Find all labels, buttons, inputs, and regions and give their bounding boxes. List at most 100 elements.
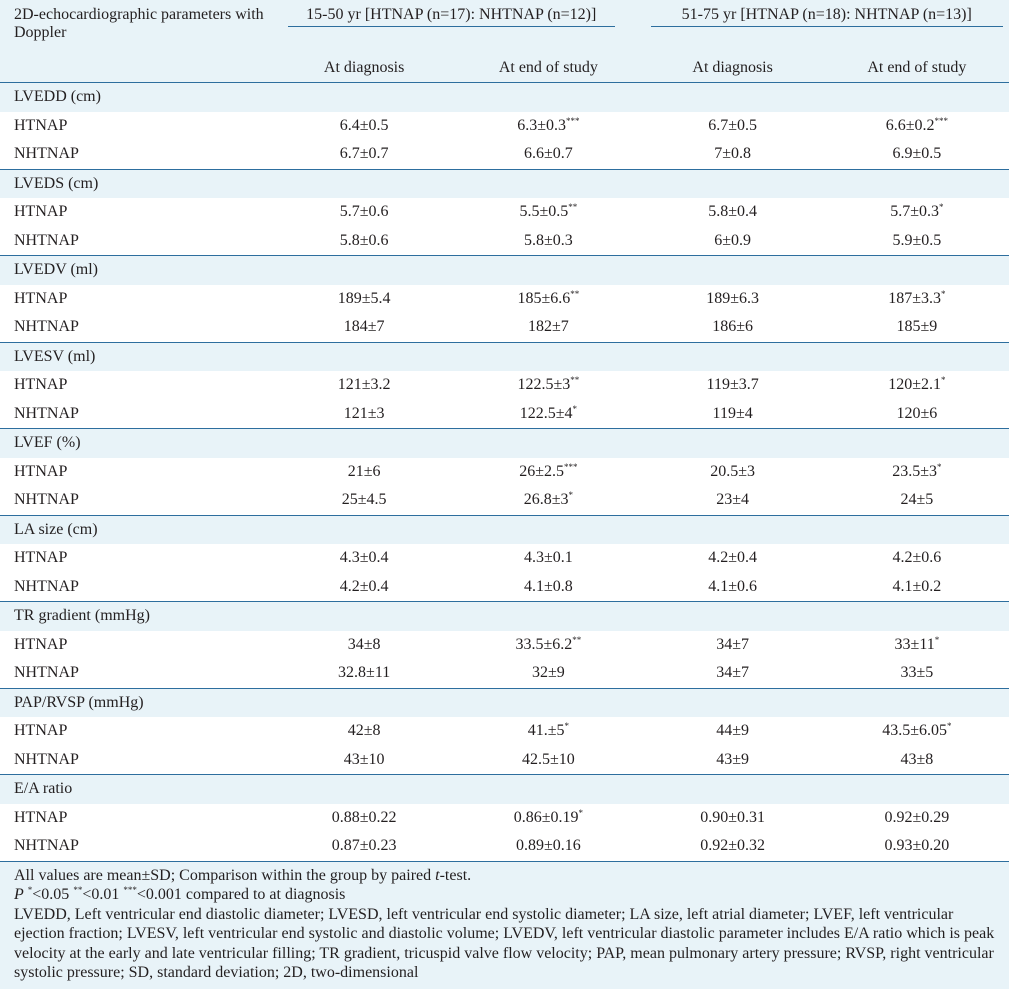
row-label: HTNAP xyxy=(0,112,272,141)
section-row: LVEDD (cm) xyxy=(0,83,1009,112)
value-text: 122.5±4 xyxy=(520,405,573,422)
value-text: 122.5±3 xyxy=(517,376,570,393)
group2-label: 51-75 yr [HTNAP (n=18): NHTNAP (n=13)] xyxy=(682,6,972,23)
value-text: 189±6.3 xyxy=(706,290,759,307)
value-text: 5.7±0.3 xyxy=(890,203,939,220)
value-cell: 23.5±3* xyxy=(825,458,1009,487)
value-text: 23±4 xyxy=(716,491,749,508)
row-label: NHTNAP xyxy=(0,573,272,602)
row-label: NHTNAP xyxy=(0,659,272,688)
value-text: 4.2±0.4 xyxy=(708,549,757,566)
subheader-diagnosis-1: At diagnosis xyxy=(272,54,456,83)
value-cell: 32±9 xyxy=(456,659,640,688)
value-text: 26.8±3 xyxy=(524,491,569,508)
value-text: 7±0.8 xyxy=(714,145,751,162)
value-text: 6.4±0.5 xyxy=(340,117,389,134)
subheader-end-1: At end of study xyxy=(456,54,640,83)
section-title: E/A ratio xyxy=(0,775,272,804)
value-cell: 25±4.5 xyxy=(272,486,456,515)
section-row: LA size (cm) xyxy=(0,515,1009,544)
value-text: 42.5±10 xyxy=(522,751,575,768)
value-text: 5.5±0.5 xyxy=(519,203,568,220)
row-label: HTNAP xyxy=(0,717,272,746)
significance-marker: * xyxy=(939,202,944,212)
value-text: 6.6±0.2 xyxy=(886,117,935,134)
value-text: 6.7±0.5 xyxy=(708,117,757,134)
significance-marker: * xyxy=(941,289,946,299)
header-row-2: At diagnosis At end of study At diagnosi… xyxy=(0,54,1009,83)
row-label: NHTNAP xyxy=(0,227,272,256)
value-cell: 26.8±3* xyxy=(456,486,640,515)
value-text: 41.±5 xyxy=(528,722,565,739)
value-text: 4.1±0.2 xyxy=(892,578,941,595)
row-label: HTNAP xyxy=(0,544,272,573)
value-cell: 34±7 xyxy=(641,631,825,660)
value-cell: 189±5.4 xyxy=(272,285,456,314)
value-text: 0.87±0.23 xyxy=(332,837,397,854)
value-text: 184±7 xyxy=(344,318,385,335)
significance-marker: * xyxy=(565,721,570,731)
value-cell: 33.5±6.2** xyxy=(456,631,640,660)
value-cell: 0.87±0.23 xyxy=(272,832,456,861)
section-title: LVEDD (cm) xyxy=(0,83,272,112)
value-cell: 187±3.3* xyxy=(825,285,1009,314)
value-cell: 189±6.3 xyxy=(641,285,825,314)
row-label: NHTNAP xyxy=(0,832,272,861)
value-cell: 20.5±3 xyxy=(641,458,825,487)
row-label: HTNAP xyxy=(0,631,272,660)
value-cell: 119±3.7 xyxy=(641,371,825,400)
value-text: 186±6 xyxy=(712,318,753,335)
significance-marker: * xyxy=(947,721,952,731)
value-cell: 0.86±0.19* xyxy=(456,804,640,833)
value-text: 189±5.4 xyxy=(338,290,391,307)
value-cell: 121±3.2 xyxy=(272,371,456,400)
value-cell: 6.7±0.5 xyxy=(641,112,825,141)
value-text: 120±6 xyxy=(896,405,937,422)
value-cell: 121±3 xyxy=(272,400,456,429)
value-cell: 33±11* xyxy=(825,631,1009,660)
value-text: 6.3±0.3 xyxy=(517,117,566,134)
value-cell: 43±8 xyxy=(825,746,1009,775)
value-cell: 5.5±0.5** xyxy=(456,198,640,227)
value-text: 0.92±0.29 xyxy=(884,809,949,826)
value-text: 0.88±0.22 xyxy=(332,809,397,826)
value-cell: 41.±5* xyxy=(456,717,640,746)
value-cell: 119±4 xyxy=(641,400,825,429)
value-text: 119±4 xyxy=(713,405,753,422)
significance-marker: * xyxy=(941,375,946,385)
section-title: TR gradient (mmHg) xyxy=(0,602,272,631)
value-cell: 0.93±0.20 xyxy=(825,832,1009,861)
value-text: 5.9±0.5 xyxy=(892,232,941,249)
section-row: E/A ratio xyxy=(0,775,1009,804)
value-cell: 0.92±0.32 xyxy=(641,832,825,861)
significance-marker: ** xyxy=(570,289,579,299)
section-row: PAP/RVSP (mmHg) xyxy=(0,688,1009,717)
value-cell: 5.8±0.6 xyxy=(272,227,456,256)
section-row: LVEDV (ml) xyxy=(0,256,1009,285)
table-notes: All values are mean±SD; Comparison withi… xyxy=(0,861,1009,989)
group2-header: 51-75 yr [HTNAP (n=18): NHTNAP (n=13)] xyxy=(641,0,1009,54)
value-text: 42±8 xyxy=(348,722,381,739)
value-cell: 182±7 xyxy=(456,313,640,342)
value-text: 182±7 xyxy=(528,318,569,335)
value-cell: 122.5±3** xyxy=(456,371,640,400)
group1-label: 15-50 yr [HTNAP (n=17): NHTNAP (n=12)] xyxy=(306,6,596,23)
value-cell: 4.2±0.6 xyxy=(825,544,1009,573)
value-text: 5.7±0.6 xyxy=(340,203,389,220)
section-row: LVESV (ml) xyxy=(0,342,1009,371)
value-text: 43±8 xyxy=(900,751,933,768)
significance-marker: * xyxy=(573,404,578,414)
section-title: LVEDV (ml) xyxy=(0,256,272,285)
row-label: NHTNAP xyxy=(0,140,272,169)
section-row: TR gradient (mmHg) xyxy=(0,602,1009,631)
value-cell: 122.5±4* xyxy=(456,400,640,429)
value-cell: 5.7±0.3* xyxy=(825,198,1009,227)
